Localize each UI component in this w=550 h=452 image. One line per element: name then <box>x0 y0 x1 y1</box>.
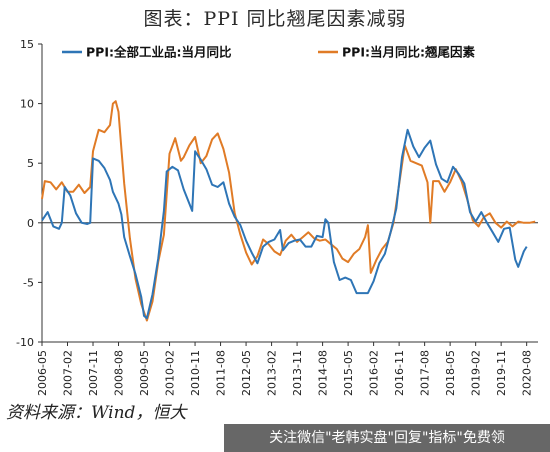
y-tick-label: -10 <box>16 336 34 349</box>
axes: -10 -5 0 5 10 15 2006-05 2007-02 2007-11 2008-08 2… <box>16 38 538 396</box>
promo-banner: 关注微信"老韩实盘"回复"指标"免费领 <box>224 424 550 452</box>
line-chart: -10 -5 0 5 10 15 2006-05 2007-02 2007-11 2008-08 2… <box>16 38 538 396</box>
y-tick-label: -5 <box>23 276 34 289</box>
x-tick-label: 2019-02 <box>470 350 483 396</box>
x-tick-label: 2016-11 <box>393 350 406 396</box>
x-tick-label: 2010-02 <box>164 350 177 396</box>
legend-label-2: PPI:当月同比:翘尾因素 <box>342 45 475 60</box>
x-tick-label: 2006-05 <box>36 350 49 396</box>
x-tick-label: 2018-05 <box>444 350 457 396</box>
legend: PPI:全部工业品:当月同比 PPI:当月同比:翘尾因素 <box>62 45 475 60</box>
x-tick-label: 2019-11 <box>495 350 508 396</box>
x-tick-label: 2011-08 <box>215 350 228 396</box>
x-tick-label: 2013-02 <box>266 350 279 396</box>
y-tick-label: 10 <box>20 98 34 111</box>
series-line-2 <box>41 100 536 322</box>
y-tick-label: 0 <box>27 217 34 230</box>
y-tick-label: 5 <box>27 157 34 170</box>
x-tick-label: 2008-08 <box>113 350 126 396</box>
series-line-1 <box>41 128 528 320</box>
x-tick-label: 2013-11 <box>291 350 304 396</box>
x-tick-label: 2010-11 <box>189 350 202 396</box>
x-tick-label: 2015-05 <box>342 350 355 396</box>
x-tick-label: 2007-11 <box>87 350 100 396</box>
x-tick-label: 2016-02 <box>368 350 381 396</box>
source-note: 资料来源：Wind，恒大 <box>6 403 187 423</box>
x-tick-label: 2009-05 <box>138 350 151 396</box>
chart-title: 图表：PPI 同比翘尾因素减弱 <box>143 8 407 30</box>
y-tick-label: 15 <box>20 38 34 51</box>
x-tick-label: 2007-02 <box>62 350 75 396</box>
series-lines <box>41 100 536 322</box>
x-tick-label: 2014-08 <box>317 350 330 396</box>
x-tick-label: 2017-08 <box>419 350 432 396</box>
legend-label-1: PPI:全部工业品:当月同比 <box>86 45 232 60</box>
x-tick-label: 2012-05 <box>240 350 253 396</box>
x-tick-label: 2020-08 <box>521 350 534 396</box>
